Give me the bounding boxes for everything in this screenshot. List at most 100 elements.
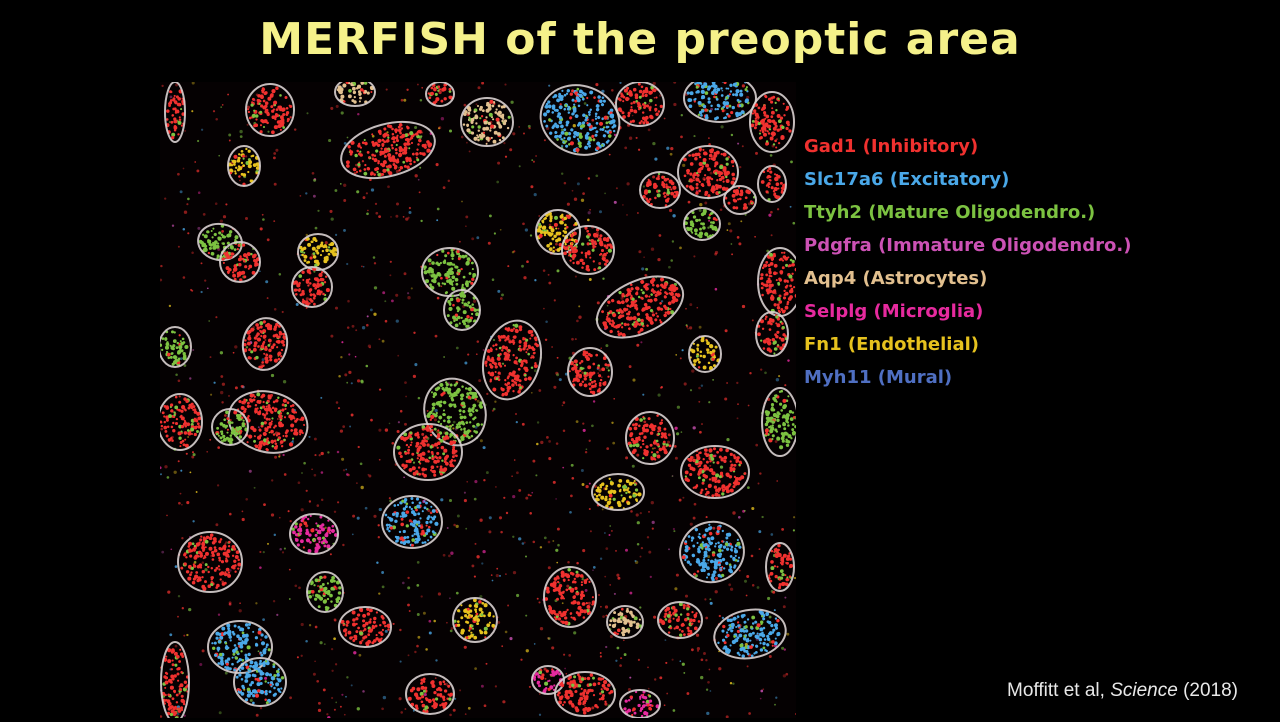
- transcript-dot: [378, 524, 380, 526]
- transcript-dot: [465, 262, 469, 266]
- transcript-dot: [647, 667, 649, 669]
- transcript-dot: [206, 451, 208, 453]
- segmented-cell: [292, 267, 332, 307]
- transcript-dot: [368, 474, 370, 476]
- transcript-dot: [755, 152, 758, 155]
- transcript-dot: [769, 318, 772, 321]
- transcript-dot: [451, 275, 455, 279]
- transcript-dot: [279, 517, 281, 519]
- transcript-dot: [617, 330, 620, 333]
- transcript-dot: [320, 397, 322, 399]
- transcript-dot: [479, 519, 482, 522]
- transcript-dot: [721, 125, 724, 128]
- transcript-dot: [656, 451, 659, 454]
- transcript-dot: [526, 649, 529, 652]
- transcript-dot: [691, 648, 694, 651]
- transcript-dot: [274, 104, 276, 106]
- transcript-dot: [485, 116, 487, 118]
- transcript-dot: [258, 103, 260, 105]
- transcript-dot: [407, 586, 410, 589]
- transcript-dot: [711, 178, 713, 180]
- transcript-dot: [598, 262, 601, 265]
- transcript-dot: [694, 153, 698, 157]
- transcript-dot: [416, 645, 419, 648]
- transcript-dot: [724, 116, 727, 119]
- transcript-dot: [342, 83, 346, 87]
- transcript-dot: [694, 100, 696, 102]
- transcript-dot: [533, 364, 538, 369]
- transcript-dot: [598, 266, 601, 269]
- transcript-dot: [699, 431, 702, 434]
- transcript-dot: [241, 150, 244, 153]
- transcript-dot: [696, 183, 699, 186]
- transcript-dot: [494, 365, 498, 369]
- transcript-dot: [660, 105, 663, 108]
- transcript-dot: [553, 246, 555, 248]
- transcript-dot: [735, 82, 738, 85]
- transcript-dot: [503, 497, 505, 499]
- transcript-dot: [289, 598, 291, 600]
- transcript-dot: [631, 438, 634, 441]
- transcript-dot: [303, 252, 305, 254]
- transcript-dot: [740, 90, 743, 93]
- transcript-dot: [684, 174, 687, 177]
- transcript-dot: [707, 97, 710, 100]
- transcript-dot: [739, 193, 741, 195]
- transcript-dot: [235, 167, 237, 169]
- transcript-dot: [296, 303, 299, 306]
- transcript-dot: [761, 516, 763, 518]
- transcript-dot: [180, 470, 182, 472]
- transcript-dot: [331, 697, 333, 699]
- transcript-dot: [774, 264, 778, 268]
- transcript-dot: [362, 326, 365, 329]
- transcript-dot: [187, 198, 190, 201]
- transcript-dot: [715, 288, 718, 291]
- transcript-dot: [223, 215, 226, 218]
- transcript-dot: [351, 414, 354, 417]
- transcript-dot: [656, 440, 659, 443]
- transcript-dot: [229, 168, 232, 171]
- transcript-dot: [467, 354, 469, 356]
- transcript-dot: [400, 455, 403, 458]
- transcript-dot: [516, 421, 518, 423]
- transcript-dot: [581, 242, 584, 245]
- transcript-dot: [286, 401, 289, 404]
- transcript-dot: [376, 561, 378, 563]
- transcript-dot: [705, 164, 709, 168]
- transcript-dot: [380, 147, 383, 150]
- transcript-dot: [668, 433, 671, 436]
- transcript-dot: [256, 392, 261, 397]
- transcript-dot: [201, 129, 203, 131]
- transcript-dot: [378, 536, 380, 538]
- transcript-dot: [234, 170, 236, 172]
- transcript-dot: [654, 158, 657, 161]
- transcript-dot: [426, 429, 429, 432]
- transcript-dot: [476, 134, 478, 136]
- transcript-dot: [598, 374, 601, 377]
- transcript-dot: [188, 608, 191, 611]
- transcript-dot: [738, 516, 741, 519]
- transcript-dot: [292, 437, 295, 440]
- transcript-dot: [585, 254, 588, 257]
- transcript-dot: [594, 240, 597, 243]
- transcript-dot: [745, 88, 748, 91]
- transcript-dot: [317, 282, 320, 285]
- transcript-dot: [605, 605, 608, 608]
- transcript-dot: [172, 429, 175, 432]
- transcript-dot: [697, 174, 700, 177]
- transcript-dot: [274, 183, 277, 186]
- transcript-dot: [437, 297, 440, 300]
- transcript-dot: [591, 134, 595, 138]
- transcript-dot: [275, 149, 278, 152]
- transcript-dot: [169, 345, 171, 347]
- transcript-dot: [263, 503, 266, 506]
- transcript-dot: [437, 282, 440, 285]
- transcript-dot: [795, 294, 796, 298]
- transcript-dot: [290, 429, 293, 432]
- transcript-dot: [340, 706, 342, 708]
- transcript-dot: [699, 156, 701, 158]
- transcript-dot: [770, 101, 773, 104]
- transcript-dot: [652, 521, 655, 524]
- transcript-dot: [446, 436, 450, 440]
- transcript-dot: [586, 235, 589, 238]
